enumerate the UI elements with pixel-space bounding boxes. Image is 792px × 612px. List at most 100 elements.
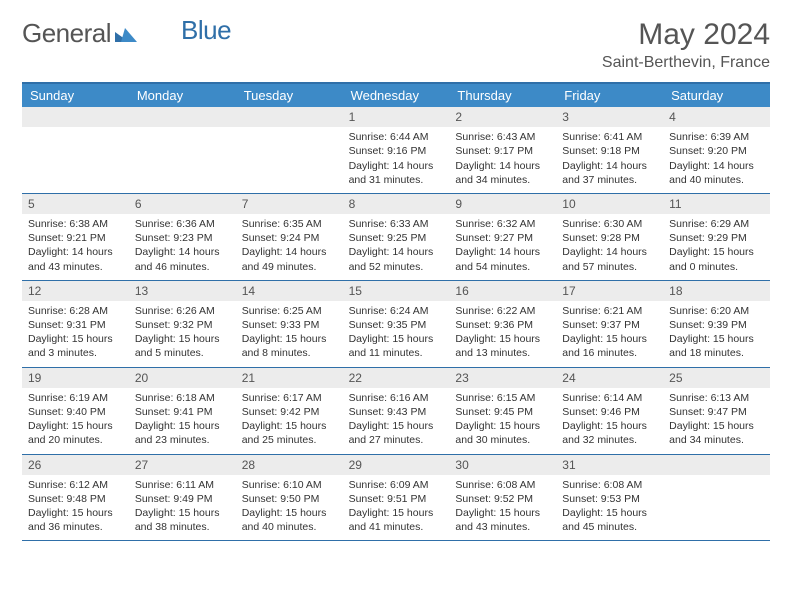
sunrise-line: Sunrise: 6:20 AM xyxy=(669,304,764,318)
logo: General Blue xyxy=(22,18,231,49)
day-number xyxy=(22,107,129,127)
day-cell: 30Sunrise: 6:08 AMSunset: 9:52 PMDayligh… xyxy=(449,455,556,541)
sunset-line: Sunset: 9:18 PM xyxy=(562,144,657,158)
day-cell: 2Sunrise: 6:43 AMSunset: 9:17 PMDaylight… xyxy=(449,107,556,193)
sunset-line: Sunset: 9:31 PM xyxy=(28,318,123,332)
sunrise-line: Sunrise: 6:30 AM xyxy=(562,217,657,231)
day-number: 14 xyxy=(236,281,343,301)
day-number: 7 xyxy=(236,194,343,214)
daylight-line: Daylight: 14 hours and 40 minutes. xyxy=(669,159,764,187)
day-cell: 14Sunrise: 6:25 AMSunset: 9:33 PMDayligh… xyxy=(236,281,343,367)
day-number: 24 xyxy=(556,368,663,388)
sunset-line: Sunset: 9:48 PM xyxy=(28,492,123,506)
sunrise-line: Sunrise: 6:08 AM xyxy=(455,478,550,492)
day-number: 11 xyxy=(663,194,770,214)
daylight-line: Daylight: 14 hours and 31 minutes. xyxy=(349,159,444,187)
daylight-line: Daylight: 15 hours and 8 minutes. xyxy=(242,332,337,360)
daylight-line: Daylight: 15 hours and 5 minutes. xyxy=(135,332,230,360)
day-cell: 12Sunrise: 6:28 AMSunset: 9:31 PMDayligh… xyxy=(22,281,129,367)
sunrise-line: Sunrise: 6:41 AM xyxy=(562,130,657,144)
day-number xyxy=(129,107,236,127)
week-row: 26Sunrise: 6:12 AMSunset: 9:48 PMDayligh… xyxy=(22,455,770,542)
sunset-line: Sunset: 9:49 PM xyxy=(135,492,230,506)
sunrise-line: Sunrise: 6:09 AM xyxy=(349,478,444,492)
day-number: 17 xyxy=(556,281,663,301)
day-number: 2 xyxy=(449,107,556,127)
day-header-cell: Saturday xyxy=(663,84,770,107)
day-header-cell: Monday xyxy=(129,84,236,107)
daylight-line: Daylight: 15 hours and 32 minutes. xyxy=(562,419,657,447)
day-cell: 24Sunrise: 6:14 AMSunset: 9:46 PMDayligh… xyxy=(556,368,663,454)
sunrise-line: Sunrise: 6:16 AM xyxy=(349,391,444,405)
empty-cell xyxy=(663,455,770,541)
day-cell: 27Sunrise: 6:11 AMSunset: 9:49 PMDayligh… xyxy=(129,455,236,541)
sunrise-line: Sunrise: 6:18 AM xyxy=(135,391,230,405)
day-cell: 15Sunrise: 6:24 AMSunset: 9:35 PMDayligh… xyxy=(343,281,450,367)
sunrise-line: Sunrise: 6:12 AM xyxy=(28,478,123,492)
day-cell: 1 Sunrise: 6:44 AMSunset: 9:16 PMDaylight… xyxy=(343,107,450,193)
day-number: 18 xyxy=(663,281,770,301)
header: General Blue May 2024 Saint-Berthevin, F… xyxy=(22,18,770,72)
day-number: 4 xyxy=(663,107,770,127)
daylight-line: Daylight: 14 hours and 57 minutes. xyxy=(562,245,657,273)
daylight-line: Daylight: 15 hours and 41 minutes. xyxy=(349,506,444,534)
sunset-line: Sunset: 9:16 PM xyxy=(349,144,444,158)
daylight-line: Daylight: 15 hours and 43 minutes. xyxy=(455,506,550,534)
sunset-line: Sunset: 9:43 PM xyxy=(349,405,444,419)
title-block: May 2024 Saint-Berthevin, France xyxy=(602,18,770,72)
day-cell: 29Sunrise: 6:09 AMSunset: 9:51 PMDayligh… xyxy=(343,455,450,541)
day-number: 15 xyxy=(343,281,450,301)
daylight-line: Daylight: 15 hours and 45 minutes. xyxy=(562,506,657,534)
sunset-line: Sunset: 9:40 PM xyxy=(28,405,123,419)
sunrise-line: Sunrise: 6:35 AM xyxy=(242,217,337,231)
day-header-cell: Sunday xyxy=(22,84,129,107)
sunset-line: Sunset: 9:25 PM xyxy=(349,231,444,245)
sunrise-line: Sunrise: 6:19 AM xyxy=(28,391,123,405)
day-cell: 10Sunrise: 6:30 AMSunset: 9:28 PMDayligh… xyxy=(556,194,663,280)
sunset-line: Sunset: 9:17 PM xyxy=(455,144,550,158)
daylight-line: Daylight: 15 hours and 40 minutes. xyxy=(242,506,337,534)
day-number: 6 xyxy=(129,194,236,214)
sunrise-line: Sunrise: 6:15 AM xyxy=(455,391,550,405)
sunset-line: Sunset: 9:45 PM xyxy=(455,405,550,419)
day-number: 28 xyxy=(236,455,343,475)
sunset-line: Sunset: 9:36 PM xyxy=(455,318,550,332)
empty-cell xyxy=(129,107,236,193)
sunset-line: Sunset: 9:27 PM xyxy=(455,231,550,245)
day-number: 29 xyxy=(343,455,450,475)
empty-cell xyxy=(22,107,129,193)
day-number: 16 xyxy=(449,281,556,301)
day-header-cell: Tuesday xyxy=(236,84,343,107)
location: Saint-Berthevin, France xyxy=(602,54,770,72)
day-header-cell: Friday xyxy=(556,84,663,107)
week-row: 1Sunrise: 6:44 AMSunset: 9:16 PMDaylight… xyxy=(22,107,770,194)
day-cell: 9Sunrise: 6:32 AMSunset: 9:27 PMDaylight… xyxy=(449,194,556,280)
day-number: 1 xyxy=(343,107,450,127)
sunrise-line: Sunrise: 6:44 AM xyxy=(349,130,444,144)
sunset-line: Sunset: 9:20 PM xyxy=(669,144,764,158)
sunset-line: Sunset: 9:28 PM xyxy=(562,231,657,245)
sunrise-line: Sunrise: 6:28 AM xyxy=(28,304,123,318)
sunrise-line: Sunrise: 6:36 AM xyxy=(135,217,230,231)
sunrise-line: Sunrise: 6:17 AM xyxy=(242,391,337,405)
logo-text-2: Blue xyxy=(181,15,231,46)
daylight-line: Daylight: 15 hours and 27 minutes. xyxy=(349,419,444,447)
day-cell: 25Sunrise: 6:13 AMSunset: 9:47 PMDayligh… xyxy=(663,368,770,454)
sunrise-line: Sunrise: 6:26 AM xyxy=(135,304,230,318)
day-number: 9 xyxy=(449,194,556,214)
sunset-line: Sunset: 9:35 PM xyxy=(349,318,444,332)
sunrise-line: Sunrise: 6:11 AM xyxy=(135,478,230,492)
day-cell: 3Sunrise: 6:41 AMSunset: 9:18 PMDaylight… xyxy=(556,107,663,193)
sunset-line: Sunset: 9:21 PM xyxy=(28,231,123,245)
sunset-line: Sunset: 9:50 PM xyxy=(242,492,337,506)
daylight-line: Daylight: 15 hours and 36 minutes. xyxy=(28,506,123,534)
day-cell: 11Sunrise: 6:29 AMSunset: 9:29 PMDayligh… xyxy=(663,194,770,280)
day-header-row: SundayMondayTuesdayWednesdayThursdayFrid… xyxy=(22,84,770,107)
sunrise-line: Sunrise: 6:08 AM xyxy=(562,478,657,492)
daylight-line: Daylight: 14 hours and 43 minutes. xyxy=(28,245,123,273)
daylight-line: Daylight: 15 hours and 3 minutes. xyxy=(28,332,123,360)
sunrise-line: Sunrise: 6:22 AM xyxy=(455,304,550,318)
page-title: May 2024 xyxy=(602,18,770,52)
day-number xyxy=(236,107,343,127)
day-cell: 31Sunrise: 6:08 AMSunset: 9:53 PMDayligh… xyxy=(556,455,663,541)
